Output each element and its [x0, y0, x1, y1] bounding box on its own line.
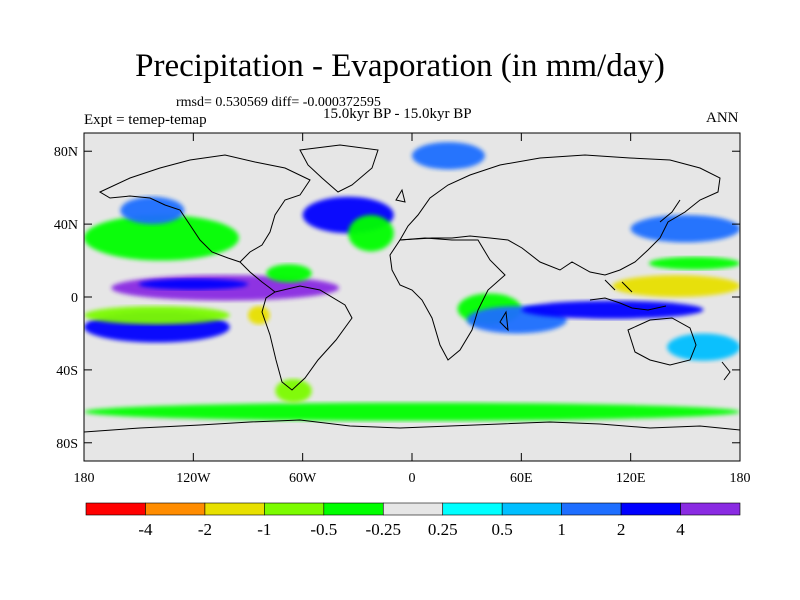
colorbar-label: 2	[617, 520, 626, 539]
field-region	[275, 379, 312, 403]
coast-japan	[659, 199, 681, 223]
lat-label: 80S	[56, 437, 78, 452]
field-region	[648, 256, 740, 270]
colorbar-swatch	[204, 502, 265, 516]
coast-madagascar	[499, 310, 509, 332]
coast-indonesia	[589, 279, 667, 311]
colorbar-label: 4	[676, 520, 685, 539]
lat-label: 40S	[56, 364, 78, 379]
colorbar: -4 -2 -1 -0.5 -0.25 0.25 0.5 1 2 4	[85, 502, 741, 539]
colorbar-swatch	[264, 502, 325, 516]
colorbar-label: -2	[198, 520, 212, 539]
lon-label: 180	[74, 471, 95, 486]
lon-label: 180	[730, 471, 751, 486]
period-label: 15.0kyr BP - 15.0kyr BP	[323, 106, 472, 122]
colorbar-swatch	[145, 502, 206, 516]
experiment-label: Expt = temep-temap	[84, 112, 207, 128]
field-region	[266, 264, 312, 283]
coast-south-america	[261, 285, 353, 391]
field-region	[247, 306, 270, 325]
colorbar-label: 1	[557, 520, 566, 539]
lon-label: 120W	[176, 471, 211, 486]
lat-label: 40N	[54, 218, 78, 233]
colorbar-swatch	[323, 502, 384, 516]
lat-label: 0	[71, 291, 78, 306]
coast-greenland	[299, 144, 379, 193]
colorbar-label: -4	[138, 520, 153, 539]
field-region	[348, 215, 394, 252]
colorbar-swatch	[382, 502, 444, 516]
coast-africa	[389, 237, 506, 361]
stats-text: rmsd= 0.530569 diff= -0.000372595	[176, 95, 381, 110]
colorbar-label: 0.25	[428, 520, 458, 539]
lon-label: 60W	[289, 471, 317, 486]
colorbar-swatch	[442, 502, 503, 516]
field-region	[412, 142, 485, 170]
colorbar-label: -1	[257, 520, 271, 539]
field-region	[120, 196, 185, 225]
field-layer	[84, 142, 740, 421]
coast-north-america	[98, 154, 311, 263]
lon-label: 120E	[616, 471, 646, 486]
coast-uk	[395, 188, 406, 203]
lon-label: 0	[409, 471, 416, 486]
field-region	[521, 300, 704, 319]
colorbar-label: -0.5	[310, 520, 337, 539]
lat-label: 80N	[54, 145, 78, 160]
field-region	[612, 275, 740, 298]
colorbar-swatch	[561, 502, 622, 516]
field-region	[138, 278, 248, 290]
colorbar-swatch	[620, 502, 681, 516]
colorbar-swatch	[85, 502, 146, 516]
colorbar-label: 0.5	[492, 520, 513, 539]
field-region	[630, 215, 740, 243]
field-region	[84, 402, 740, 421]
coastlines	[84, 144, 740, 433]
field-region	[84, 306, 230, 325]
coast-new-zealand	[721, 361, 731, 381]
field-region	[84, 215, 239, 261]
coast-australia	[627, 317, 697, 366]
axis-layer: 80N 40N 0 40S 80S 180 120W 60W 0 60E 120E 180	[54, 133, 751, 486]
colorbar-label: -0.25	[366, 520, 401, 539]
field-region	[667, 333, 740, 361]
colorbar-swatch	[501, 502, 562, 516]
coast-antarctica	[84, 419, 740, 433]
coast-central-america	[239, 261, 276, 293]
season-label: ANN	[706, 110, 739, 126]
coast-eurasia	[399, 154, 721, 276]
colorbar-swatch	[680, 502, 741, 516]
chart-title: Precipitation - Evaporation (in mm/day)	[135, 48, 665, 84]
lon-label: 60E	[510, 471, 533, 486]
